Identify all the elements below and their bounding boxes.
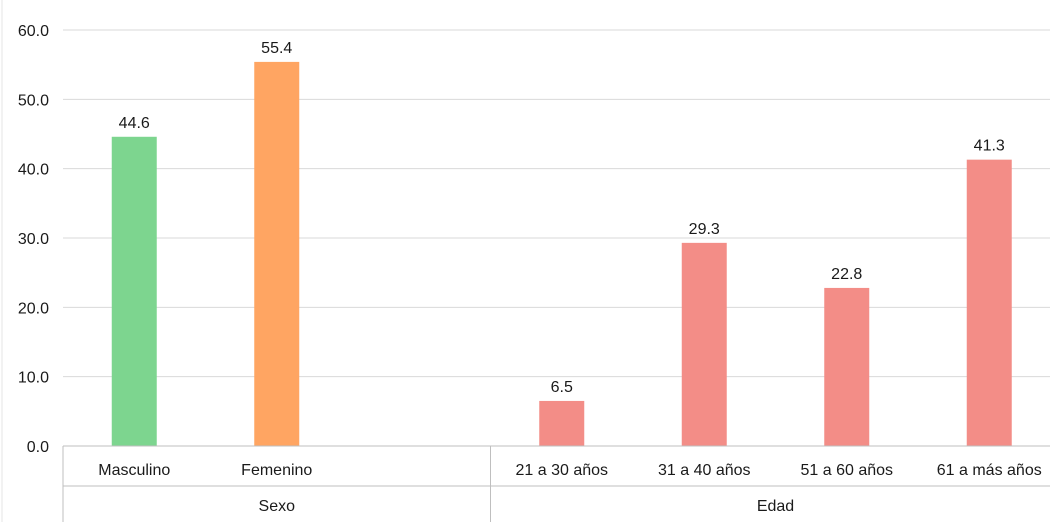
category-label: 31 a 40 años <box>658 462 751 479</box>
category-label: 21 a 30 años <box>515 462 608 479</box>
bar <box>111 136 157 447</box>
y-tick-label: 60.0 <box>18 23 49 40</box>
y-tick-label: 20.0 <box>18 300 49 317</box>
y-tick-label: 30.0 <box>18 231 49 248</box>
y-tick-label: 10.0 <box>18 370 49 387</box>
group-label: Edad <box>757 498 794 515</box>
bar <box>254 61 300 446</box>
category-label: 61 a más años <box>937 462 1042 479</box>
bar <box>966 159 1012 447</box>
data-label: 22.8 <box>831 266 862 283</box>
data-label: 6.5 <box>551 379 573 396</box>
bar <box>539 400 585 446</box>
data-label: 41.3 <box>974 138 1005 155</box>
bar <box>681 242 727 446</box>
y-tick-label: 40.0 <box>18 162 49 179</box>
data-label: 44.6 <box>119 115 150 132</box>
y-tick-label: 0.0 <box>27 439 49 456</box>
bar <box>824 287 870 446</box>
y-tick-label: 50.0 <box>18 92 49 109</box>
category-label: Masculino <box>98 462 170 479</box>
group-label: Sexo <box>259 498 296 515</box>
category-label: Femenino <box>241 462 312 479</box>
data-label: 29.3 <box>689 221 720 238</box>
category-label: 51 a 60 años <box>800 462 893 479</box>
data-label: 55.4 <box>261 40 292 57</box>
